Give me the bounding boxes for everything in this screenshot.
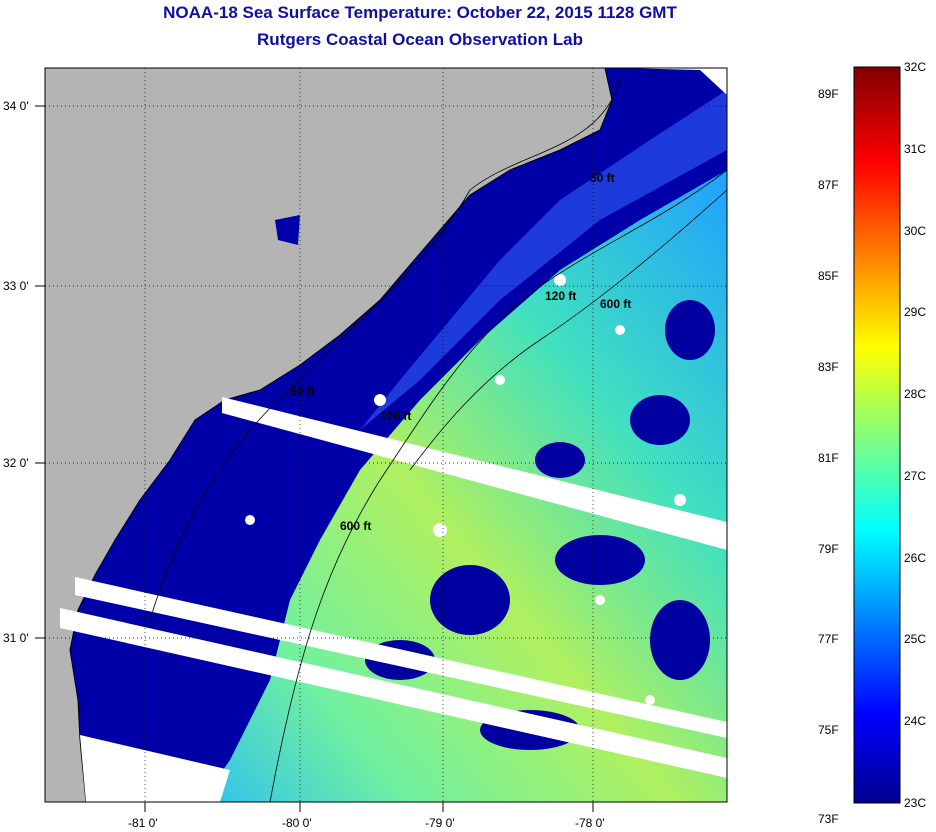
chart-subtitle: Rutgers Coastal Ocean Observation Lab xyxy=(257,30,583,49)
contour-label: 120 ft xyxy=(380,409,411,423)
land xyxy=(45,68,613,802)
colorbar-c-label: 28C xyxy=(904,387,927,402)
colorbar-f-label: 79F xyxy=(818,541,839,556)
colorbar-f-label: 73F xyxy=(818,812,839,826)
contour-label: 600 ft xyxy=(600,297,631,311)
colorbar-f-label: 81F xyxy=(818,450,839,465)
colorbar-c-label: 23C xyxy=(904,796,927,810)
axis-ticks xyxy=(35,105,594,812)
lon-label: -81 0' xyxy=(128,816,158,830)
cloud-gaps xyxy=(245,274,686,705)
colorbar-c-label: 24C xyxy=(904,714,927,729)
lake xyxy=(275,215,300,245)
nodata-corner xyxy=(620,68,727,95)
bathymetry-contours xyxy=(149,79,727,802)
graticule xyxy=(45,68,727,802)
colorbar-c-label: 26C xyxy=(904,550,927,565)
nodata-swath-1 xyxy=(222,397,727,550)
lon-label: -79 0' xyxy=(425,816,455,830)
nearshore-light-blue xyxy=(360,90,727,430)
colorbar-f-label: 89F xyxy=(818,87,839,102)
colorbar-c-label: 31C xyxy=(904,141,927,156)
lat-label: 33 0' xyxy=(3,279,29,293)
colorbar-c-label: 29C xyxy=(904,305,927,320)
nodata-swath-4 xyxy=(80,735,230,802)
colorbar-f-label: 87F xyxy=(818,178,839,193)
colorbar-c-label: 30C xyxy=(904,223,927,238)
lon-label: -80 0' xyxy=(282,816,312,830)
colorbar-f-label: 75F xyxy=(818,723,839,738)
contour-label: 120 ft xyxy=(545,289,576,303)
colorbar-f-label: 83F xyxy=(818,359,839,374)
lat-label: 31 0' xyxy=(3,631,29,645)
colorbar xyxy=(853,66,901,804)
chart-title: NOAA-18 Sea Surface Temperature: October… xyxy=(163,3,677,22)
lon-label: -78 0' xyxy=(575,816,605,830)
lat-label: 32 0' xyxy=(3,456,29,470)
colorbar-f-label: 77F xyxy=(818,632,839,647)
map-frame xyxy=(44,67,728,803)
contour-label: 50 ft xyxy=(590,171,615,185)
colorbar-f-label: 85F xyxy=(818,268,839,283)
nodata-swath-2 xyxy=(75,577,727,738)
lat-label: 34 0' xyxy=(3,99,29,113)
contour-label: 50 ft xyxy=(290,384,315,398)
colorbar-c-label: 27C xyxy=(904,468,927,483)
colorbar-c-label: 25C xyxy=(904,632,927,647)
nodata-swath-3 xyxy=(60,608,727,778)
contour-label: 600 ft xyxy=(340,519,371,533)
colorbar-c-label: 32C xyxy=(904,60,927,74)
